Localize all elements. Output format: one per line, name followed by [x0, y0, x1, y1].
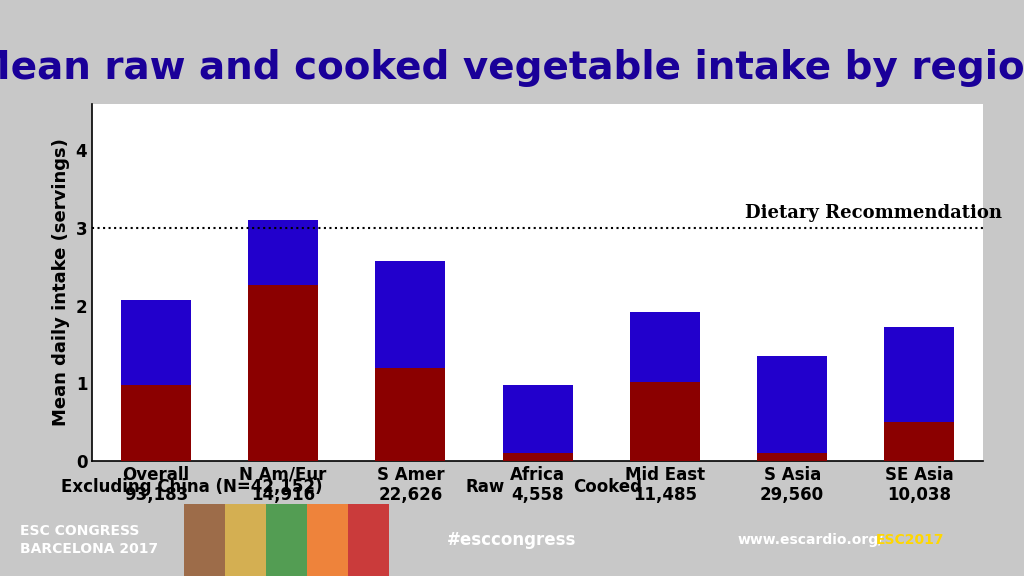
- Text: Raw: Raw: [466, 478, 505, 496]
- Bar: [348, 504, 389, 576]
- Bar: [503, 385, 572, 453]
- Bar: [307, 504, 348, 576]
- Text: Excluding China (N=42,152): Excluding China (N=42,152): [61, 478, 323, 496]
- Bar: [225, 504, 266, 576]
- Bar: [376, 367, 445, 461]
- Bar: [885, 327, 954, 422]
- Bar: [503, 453, 572, 461]
- Bar: [757, 453, 827, 461]
- Text: www.escardio.org/: www.escardio.org/: [737, 533, 884, 547]
- Text: Dietary Recommendation: Dietary Recommendation: [745, 204, 1002, 222]
- Bar: [121, 385, 190, 461]
- Bar: [248, 220, 318, 285]
- Bar: [630, 382, 699, 461]
- Y-axis label: Mean daily intake (servings): Mean daily intake (servings): [52, 138, 70, 426]
- Text: ESC CONGRESS
BARCELONA 2017: ESC CONGRESS BARCELONA 2017: [20, 524, 159, 556]
- Text: Mean raw and cooked vegetable intake by region: Mean raw and cooked vegetable intake by …: [0, 49, 1024, 87]
- Bar: [248, 285, 318, 461]
- Bar: [630, 312, 699, 382]
- Bar: [885, 422, 954, 461]
- Bar: [121, 300, 190, 385]
- Text: Cooked: Cooked: [573, 478, 642, 496]
- Bar: [376, 260, 445, 367]
- Text: #esccongress: #esccongress: [447, 530, 577, 549]
- Bar: [184, 504, 225, 576]
- Text: ESC2017: ESC2017: [876, 533, 944, 547]
- Bar: [757, 356, 827, 453]
- Bar: [266, 504, 307, 576]
